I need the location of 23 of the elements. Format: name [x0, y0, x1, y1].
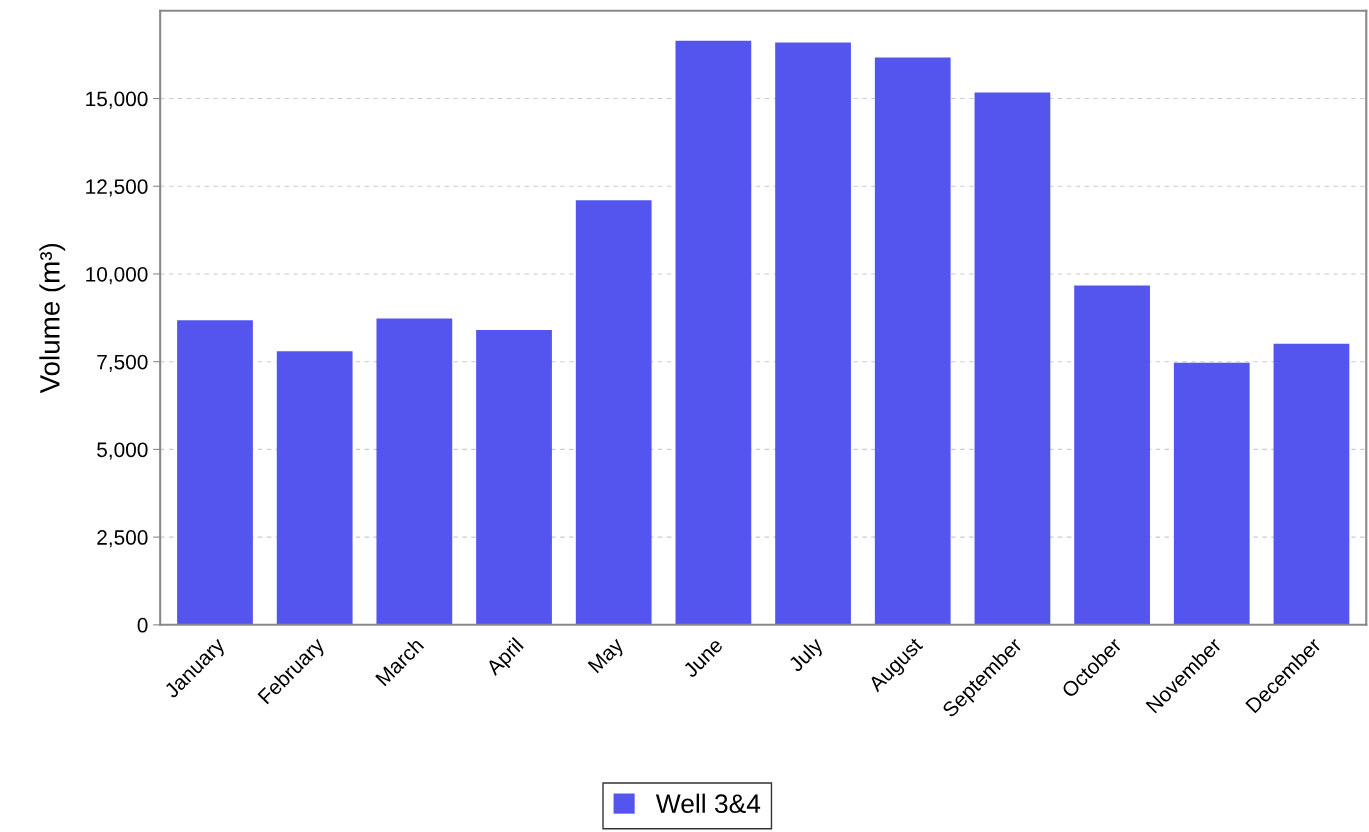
bar	[276, 351, 353, 625]
legend-label: Well 3&4	[655, 793, 761, 814]
y-tick-label: 10,000	[86, 266, 148, 285]
bar	[1074, 285, 1150, 625]
y-tick-label: 15,000	[86, 91, 148, 109]
x-tick-label: May	[587, 636, 628, 677]
bar	[376, 318, 453, 625]
y-tick-label: 5,000	[97, 442, 148, 460]
bar	[974, 92, 1051, 625]
y-axis-title: Volume (m³)	[39, 243, 66, 394]
bar	[874, 57, 951, 625]
y-tick-label: 2,500	[97, 530, 148, 548]
bar	[775, 42, 851, 625]
bar	[675, 40, 752, 625]
y-tick-label: 7,500	[97, 354, 148, 372]
bar	[1273, 343, 1350, 625]
y-tick-label: 12,500	[86, 179, 148, 197]
y-tick-label: 0	[137, 617, 148, 633]
bar	[575, 200, 652, 625]
bar	[476, 330, 552, 625]
x-tick-label: July	[787, 635, 827, 676]
bar	[1173, 362, 1250, 625]
bar	[177, 320, 253, 625]
